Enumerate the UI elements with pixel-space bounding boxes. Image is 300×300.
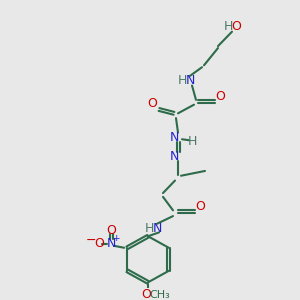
Text: N: N [169, 150, 179, 163]
Text: O: O [215, 89, 225, 103]
Text: N: N [106, 237, 116, 250]
Text: O: O [147, 97, 157, 110]
Text: H: H [144, 222, 154, 235]
Text: O: O [231, 20, 241, 33]
Text: O: O [106, 224, 116, 237]
Text: CH₃: CH₃ [150, 290, 170, 300]
Text: O: O [94, 237, 104, 250]
Text: H: H [177, 74, 187, 87]
Text: H: H [187, 135, 197, 148]
Text: N: N [185, 74, 195, 87]
Text: H: H [223, 20, 233, 33]
Text: O: O [195, 200, 205, 213]
Text: O: O [141, 288, 151, 300]
Text: +: + [112, 234, 120, 243]
Text: N: N [152, 222, 162, 235]
Text: N: N [169, 131, 179, 144]
Text: −: − [86, 234, 97, 247]
